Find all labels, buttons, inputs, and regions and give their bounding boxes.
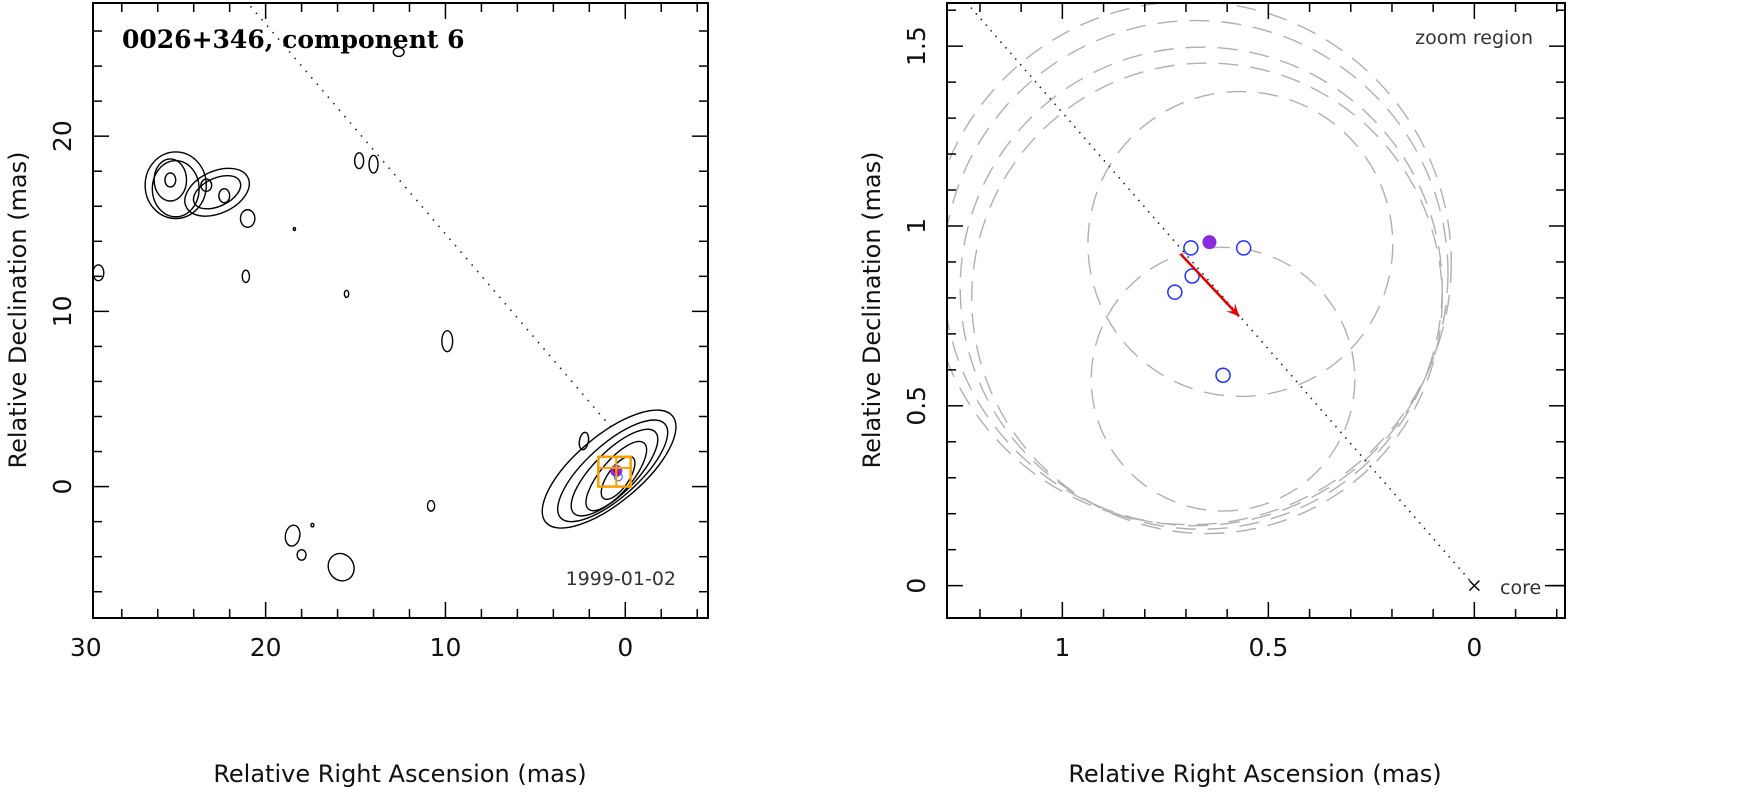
contour	[284, 524, 301, 547]
zoom-region-label: zoom region	[1415, 27, 1533, 49]
left-ylabel: Relative Declination (mas)	[4, 151, 32, 468]
plot-area	[947, 3, 1565, 592]
left-panel-contour-map: 30 20 10 0 0 10 20	[48, 2, 709, 662]
y-tick-label: 0.5	[902, 386, 931, 426]
x-tick-label: 0	[1466, 633, 1482, 662]
core-cross-icon	[1468, 580, 1480, 592]
x-tick-label: 30	[70, 633, 102, 662]
component-position-point	[1184, 268, 1200, 284]
right-xlabel: Relative Right Ascension (mas)	[1068, 760, 1441, 788]
ridge-line	[247, 3, 612, 428]
contour	[239, 209, 256, 228]
x-tick-label: 0.5	[1248, 633, 1288, 662]
contour	[441, 329, 454, 353]
y-tick-label: 0	[902, 578, 931, 594]
contour	[241, 269, 251, 284]
y-tick-label: 10	[48, 295, 77, 327]
component-position-point	[1235, 240, 1252, 256]
error-circle	[971, 62, 1443, 535]
left-title: 0026+346, component 6	[122, 25, 465, 54]
right-ylabel: Relative Declination (mas)	[858, 151, 886, 468]
x-tick-label: 20	[250, 633, 282, 662]
y-tick-label: 1.5	[902, 26, 931, 66]
x-tick-label: 1	[1054, 633, 1070, 662]
error-circle	[959, 46, 1443, 530]
contour	[144, 151, 207, 220]
zoom-box	[597, 455, 632, 488]
arrowhead-icon	[1226, 302, 1240, 317]
core-label: core	[1500, 577, 1541, 599]
contour	[192, 174, 242, 210]
x-tick-label: 0	[617, 633, 633, 662]
error-circle	[1087, 90, 1394, 398]
component-position-filled	[1202, 235, 1217, 250]
error-circle	[1090, 246, 1356, 512]
plot-area	[93, 3, 677, 582]
left-xlabel: Relative Right Ascension (mas)	[213, 760, 586, 788]
contour	[353, 152, 365, 170]
right-panel-zoom-region: 1 0.5 0 0 0.5 1 1.5	[902, 2, 1566, 662]
contour	[292, 226, 297, 232]
contour	[392, 46, 405, 58]
component-position-point	[1183, 240, 1199, 256]
contour	[184, 167, 250, 217]
contour	[93, 264, 105, 282]
component-position-point	[1215, 367, 1231, 383]
contour	[343, 289, 350, 299]
contour	[200, 178, 213, 193]
y-tick-label: 1	[902, 218, 931, 234]
contour	[151, 159, 200, 218]
contour	[426, 499, 436, 512]
contour	[556, 419, 669, 523]
velocity-arrow	[1179, 253, 1241, 318]
contour	[578, 431, 590, 451]
contour	[368, 154, 379, 174]
epoch-label: 1999-01-02	[566, 568, 676, 590]
x-tick-label: 10	[430, 633, 462, 662]
y-tick-label: 0	[48, 479, 77, 495]
component-position-point	[1167, 284, 1183, 300]
plot-frame	[946, 2, 1566, 619]
contour	[153, 158, 188, 202]
error-circle	[947, 3, 1452, 526]
plot-frame	[92, 2, 709, 619]
contour	[327, 552, 355, 582]
error-circle	[947, 19, 1449, 527]
ridge-line	[965, 3, 1475, 587]
y-tick-label: 20	[48, 120, 77, 152]
contour	[296, 548, 307, 561]
contour	[600, 455, 636, 501]
contour	[164, 172, 177, 188]
contour	[310, 522, 315, 528]
contour	[218, 188, 231, 204]
contour	[541, 409, 677, 529]
